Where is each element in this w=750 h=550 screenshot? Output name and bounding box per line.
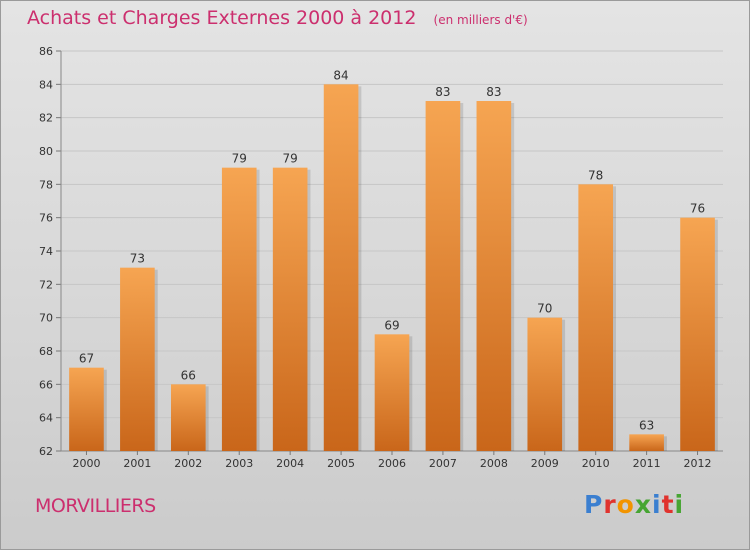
bar xyxy=(527,317,563,451)
x-tick-label: 2004 xyxy=(276,457,304,470)
y-tick-label: 84 xyxy=(39,78,53,91)
x-tick-label: 2007 xyxy=(429,457,457,470)
data-label: 83 xyxy=(486,85,501,99)
bar xyxy=(476,101,512,451)
bar xyxy=(221,167,257,451)
y-tick-label: 80 xyxy=(39,145,53,158)
bar xyxy=(629,434,664,451)
data-label: 69 xyxy=(384,318,399,332)
x-tick-label: 2009 xyxy=(531,457,559,470)
data-label: 70 xyxy=(537,302,552,316)
data-label: 83 xyxy=(435,85,450,99)
bar xyxy=(374,334,410,451)
brand-letter: P xyxy=(584,490,604,519)
bar xyxy=(323,84,359,451)
x-tick-label: 2002 xyxy=(174,457,202,470)
y-tick-label: 82 xyxy=(39,112,53,125)
x-tick-label: 2010 xyxy=(582,457,610,470)
bar xyxy=(578,184,614,452)
bar xyxy=(425,101,461,451)
bar xyxy=(272,167,308,451)
data-label: 76 xyxy=(690,202,705,216)
data-label: 67 xyxy=(79,352,94,366)
chart-unit-label: (en milliers d'€) xyxy=(433,13,528,27)
y-tick-label: 72 xyxy=(39,278,53,291)
brand-letter: o xyxy=(616,490,635,519)
bar xyxy=(69,367,104,451)
y-tick-label: 76 xyxy=(39,212,53,225)
x-tick-label: 2000 xyxy=(72,457,100,470)
brand-letter: r xyxy=(603,490,617,519)
bar xyxy=(680,217,715,451)
y-tick-label: 74 xyxy=(39,245,53,258)
y-tick-label: 78 xyxy=(39,178,53,191)
data-label: 84 xyxy=(333,68,348,82)
brand-letter: i xyxy=(674,490,685,519)
data-label: 63 xyxy=(639,418,654,432)
chart-title-text: Achats et Charges Externes 2000 à 2012 xyxy=(27,7,417,29)
data-label: 79 xyxy=(283,152,298,166)
bar xyxy=(170,384,206,451)
brand-logo: Proxiti xyxy=(584,490,684,519)
x-tick-label: 2001 xyxy=(123,457,151,470)
y-tick-label: 62 xyxy=(39,445,53,458)
brand-letter: t xyxy=(661,490,675,519)
data-label: 78 xyxy=(588,168,603,182)
x-tick-label: 2012 xyxy=(684,457,712,470)
bar xyxy=(120,267,155,451)
brand-letter: x xyxy=(634,490,652,519)
x-tick-label: 2006 xyxy=(378,457,406,470)
x-tick-label: 2011 xyxy=(633,457,661,470)
data-label: 66 xyxy=(181,368,196,382)
y-tick-label: 64 xyxy=(39,412,53,425)
y-tick-label: 68 xyxy=(39,345,53,358)
data-label: 73 xyxy=(130,252,145,266)
y-tick-label: 86 xyxy=(39,45,53,58)
brand-letter: i xyxy=(652,490,662,519)
x-tick-label: 2008 xyxy=(480,457,508,470)
data-label: 79 xyxy=(232,152,247,166)
x-tick-label: 2005 xyxy=(327,457,355,470)
chart-title: Achats et Charges Externes 2000 à 2012 (… xyxy=(27,7,528,29)
x-tick-label: 2003 xyxy=(225,457,253,470)
place-name: MORVILLIERS xyxy=(35,495,156,517)
y-tick-label: 66 xyxy=(39,378,53,391)
y-tick-label: 70 xyxy=(39,312,53,325)
plot-area: 62 64 66 68 70 72 74 76 78 80 82 84 86 67 2000 73 2001 66… xyxy=(39,45,723,470)
